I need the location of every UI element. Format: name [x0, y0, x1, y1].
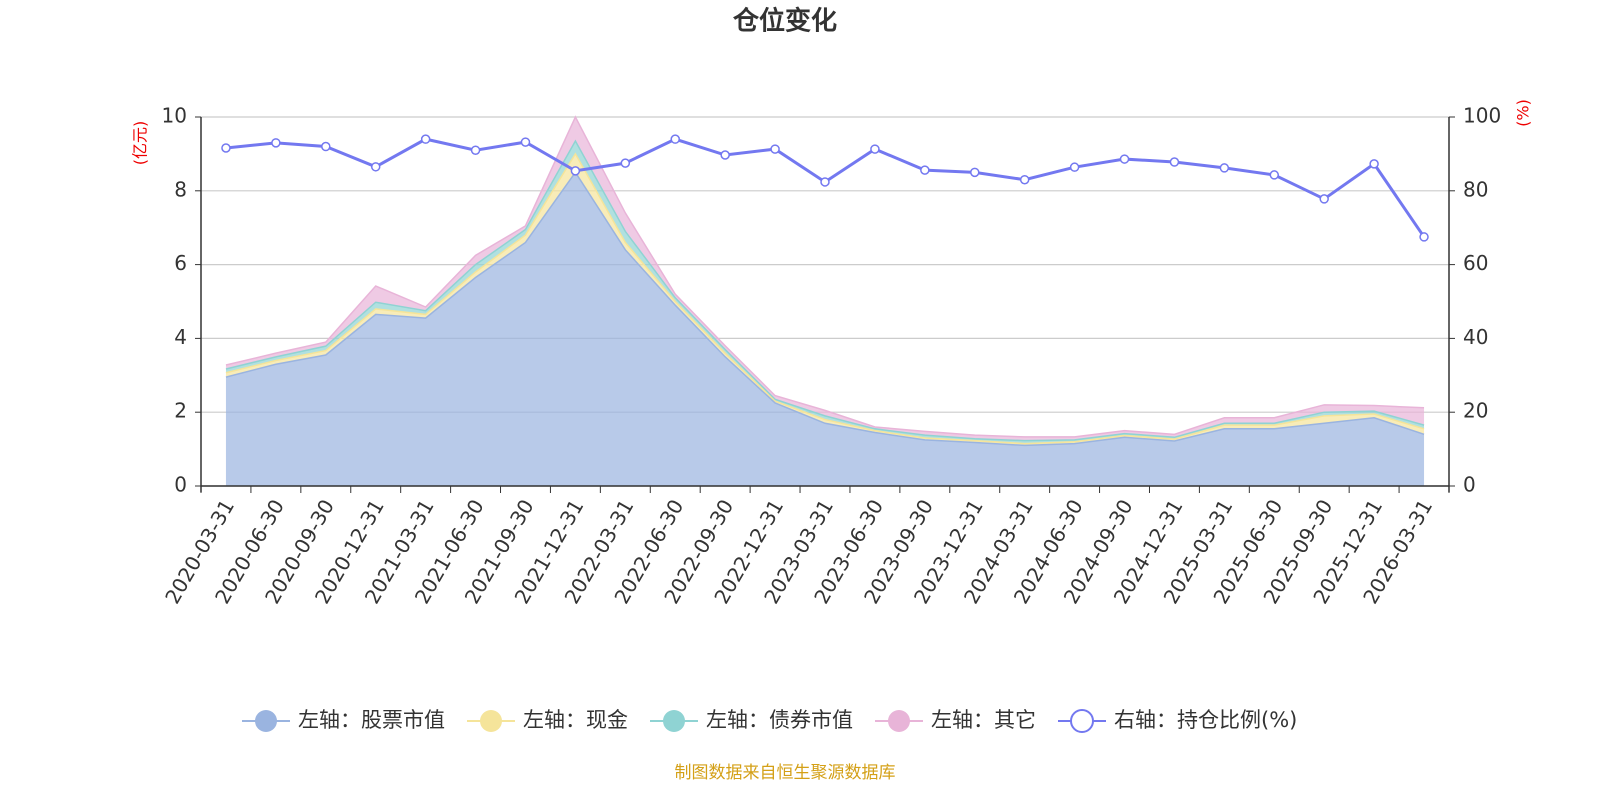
legend-label: 左轴：债券市值: [706, 708, 853, 732]
y-tick-label: 10: [162, 104, 187, 128]
ratio-point: [470, 145, 481, 155]
legend-label: 左轴：其它: [931, 708, 1036, 732]
y-tick-label: 6: [174, 251, 187, 275]
ratio-point: [870, 144, 880, 154]
ratio-point: [1319, 194, 1329, 204]
source-note: 制图数据来自恒生聚源数据库: [675, 763, 896, 783]
y-tick-label: 2: [174, 399, 187, 423]
area-edge: [225, 171, 1425, 447]
ratio-point: [970, 167, 980, 178]
legend-marker: [255, 710, 277, 732]
y-tick-label: 4: [174, 325, 187, 349]
y-tick-label: 0: [174, 473, 187, 497]
legend-item: 左轴：现金: [467, 708, 628, 732]
legend-item: 左轴：股票市值: [242, 708, 445, 732]
ratio-point: [520, 137, 531, 147]
area-edge: [225, 152, 1425, 445]
legend-label: 左轴：股票市值: [298, 708, 445, 732]
ratio-point: [1419, 232, 1429, 242]
y2-tick-label: 80: [1463, 177, 1488, 201]
ratio-point: [321, 141, 331, 152]
ratio-point: [1169, 157, 1180, 167]
legend-marker: [480, 710, 502, 732]
ratio-point: [920, 165, 930, 175]
area: [225, 172, 1425, 486]
y-axis-title: (亿元): [131, 121, 150, 166]
ratio-point: [820, 177, 830, 187]
ratio-point: [1119, 154, 1130, 164]
legend-marker: [888, 710, 910, 732]
ratio-point: [620, 158, 631, 168]
y-tick-label: 8: [174, 177, 187, 201]
y2-tick-label: 0: [1463, 473, 1476, 497]
legend-marker: [1070, 709, 1094, 733]
ratio-point: [420, 134, 431, 144]
ratio-point: [770, 144, 780, 154]
area-edge: [225, 139, 1425, 442]
area-edge: [225, 115, 1425, 438]
legend-label: 右轴：持仓比例(%): [1114, 708, 1297, 732]
y2-tick-label: 60: [1463, 251, 1488, 275]
legend-item: 右轴：持仓比例(%): [1058, 708, 1297, 733]
chart-title: 仓位变化: [732, 6, 837, 37]
ratio-point: [221, 143, 231, 153]
ratio-line: [225, 137, 1426, 238]
legend-item: 左轴：其它: [875, 708, 1036, 732]
legend-marker: [663, 710, 685, 732]
y2-tick-label: 100: [1463, 104, 1501, 128]
ratio-point: [670, 134, 680, 144]
y2-tick-label: 40: [1463, 325, 1488, 349]
ratio-point: [1069, 162, 1080, 172]
ratio-point: [720, 150, 730, 160]
legend-item: 左轴：债券市值: [650, 708, 853, 732]
ratio-point: [1369, 159, 1379, 169]
legend-label: 左轴：现金: [523, 708, 628, 732]
ratio-point: [570, 166, 581, 176]
ratio-point: [1019, 174, 1030, 185]
ratio-point: [370, 162, 381, 172]
y2-axis-title: (%): [1514, 99, 1533, 127]
ratio-point: [271, 138, 281, 148]
y2-tick-label: 20: [1463, 399, 1488, 423]
ratio-point: [1219, 163, 1230, 173]
ratio-point: [1269, 170, 1280, 180]
